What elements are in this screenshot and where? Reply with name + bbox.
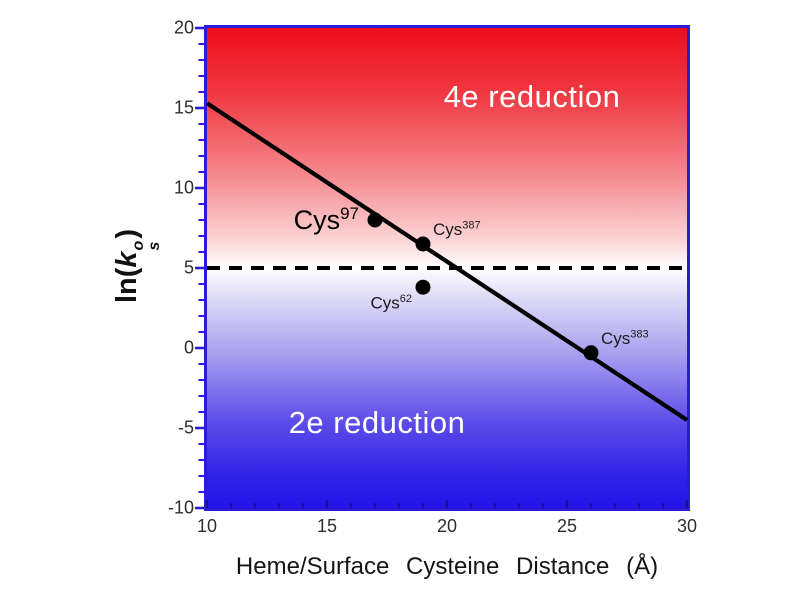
- region-label-2e-reduction: 2e reduction: [288, 405, 466, 440]
- point-label-text: Cys: [293, 205, 341, 235]
- point-label-superscript: 62: [399, 293, 412, 306]
- point-label-superscript: 387: [462, 219, 481, 232]
- region-label-4e-reduction: 4e reduction: [443, 79, 621, 114]
- point-label-cys97: Cys97: [294, 204, 359, 236]
- y-title-suffix: ): [111, 228, 143, 239]
- x-tick-label: 30: [676, 516, 698, 536]
- y-tick-label: 5: [183, 257, 194, 278]
- y-tick-label: -5: [177, 417, 194, 438]
- x-axis-title: Heme/Surface Cysteine Distance (Å): [235, 553, 659, 580]
- y-title-superscript: o: [130, 240, 147, 251]
- x-tick-label: 20: [436, 516, 458, 536]
- y-tick-label: 10: [173, 177, 194, 198]
- y-title-symbol: k: [111, 251, 143, 268]
- point-label-text: Cys: [601, 328, 631, 348]
- point-label-cys383: Cys383: [601, 328, 649, 349]
- point-label-text: Cys: [433, 220, 463, 239]
- point-label-cys62: Cys62: [370, 293, 412, 314]
- y-title-prefix: ln(: [111, 267, 143, 304]
- point-label-superscript: 97: [340, 204, 359, 223]
- point-label-text: Cys: [370, 293, 400, 313]
- x-tick-label: 10: [196, 516, 218, 536]
- x-tick-label: 15: [316, 516, 338, 536]
- y-tick-label: 20: [173, 17, 194, 38]
- point-label-superscript: 383: [630, 328, 649, 341]
- y-tick-label: 0: [183, 337, 194, 358]
- y-axis-title: ln(k o s): [111, 229, 163, 303]
- x-tick-label: 25: [556, 516, 578, 536]
- y-tick-label: 15: [173, 97, 194, 118]
- y-tick-label: -10: [167, 497, 194, 518]
- point-label-cys387: Cys387: [433, 219, 481, 240]
- y-title-subscript: s: [146, 241, 163, 251]
